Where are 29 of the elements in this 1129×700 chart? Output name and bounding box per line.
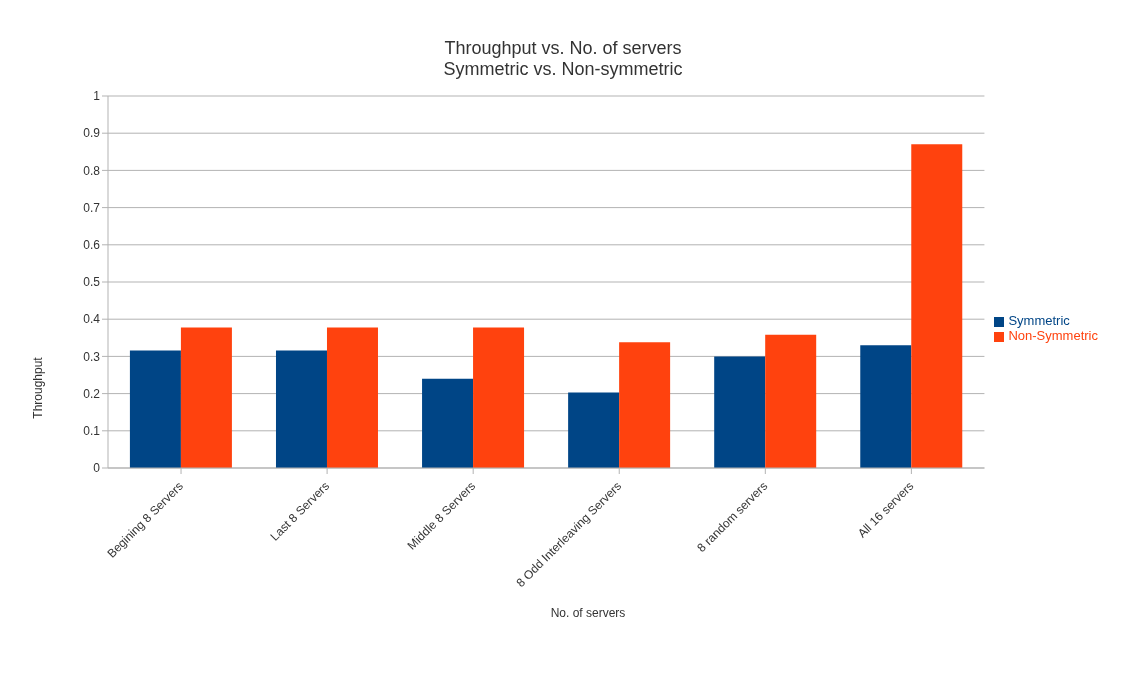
y-tick-label: 0.5 [83, 275, 101, 290]
bar [129, 350, 181, 468]
chart-title: Throughput vs. No. of servers [443, 38, 683, 59]
y-tick-label: 0.2 [83, 386, 101, 401]
y-tick-label: 0.6 [83, 238, 101, 253]
bar [326, 327, 378, 468]
y-axis-title: Throughput [31, 357, 45, 419]
y-tick-label: 0.3 [83, 349, 101, 364]
bar [860, 345, 912, 468]
bar [473, 327, 525, 468]
y-tick-label: 1 [93, 89, 101, 104]
y-tick-label: 0 [93, 461, 101, 476]
bar [911, 144, 963, 468]
x-axis-title: No. of servers [549, 606, 627, 620]
legend-label: Non-Symmetric [1008, 328, 1098, 343]
y-tick-label: 0.4 [83, 312, 101, 327]
bar [275, 350, 327, 468]
bar [568, 392, 620, 468]
legend-label: Symmetric [1008, 313, 1070, 328]
y-tick-label: 0.8 [83, 163, 101, 178]
bar [422, 378, 474, 468]
bar [765, 334, 817, 468]
bar [714, 356, 766, 468]
chart-subtitle: Symmetric vs. Non-symmetric [442, 59, 684, 80]
y-tick-label: 0.1 [83, 424, 101, 439]
bar [619, 342, 671, 468]
y-tick-label: 0.7 [83, 200, 101, 215]
bar [180, 327, 232, 468]
y-tick-label: 0.9 [83, 126, 101, 141]
